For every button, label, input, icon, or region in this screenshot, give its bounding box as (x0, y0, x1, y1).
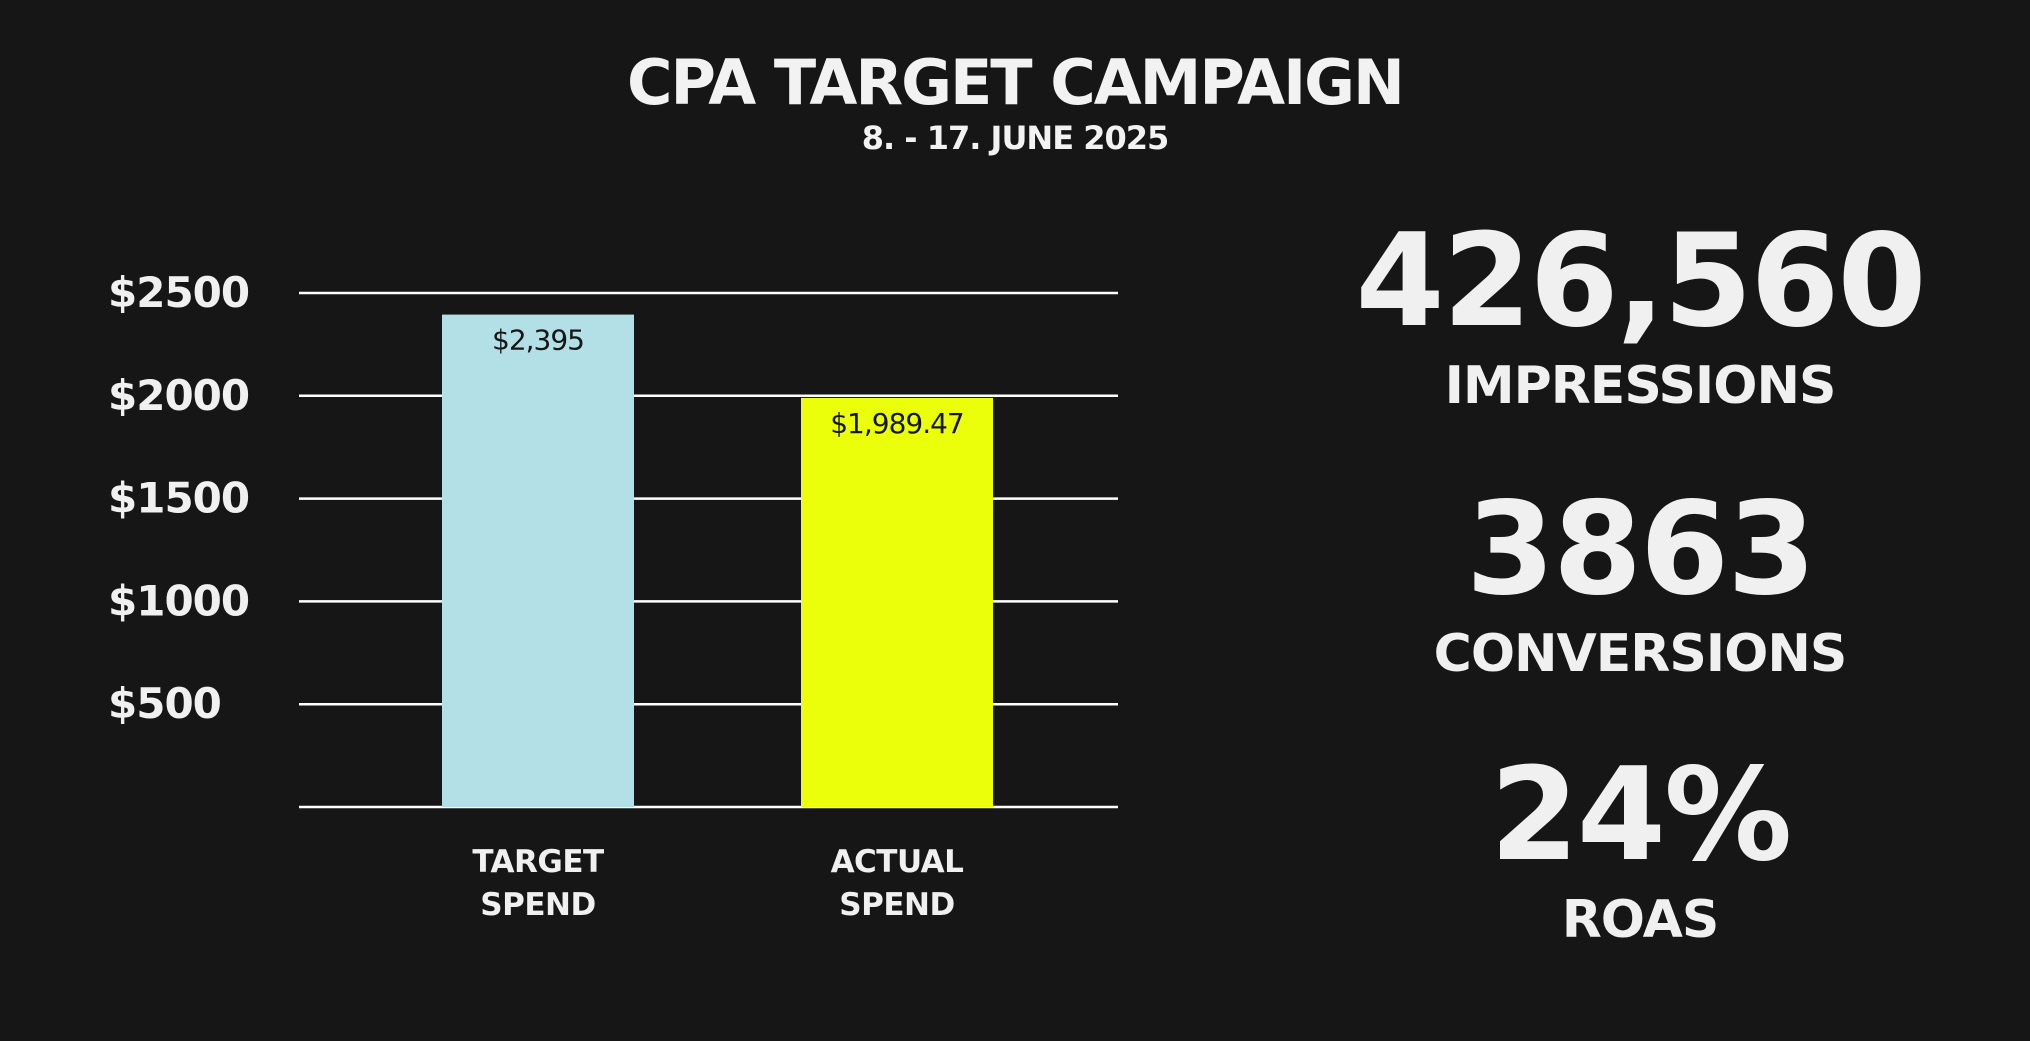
y-tick-label: $2000 (108, 371, 249, 420)
y-tick-label: $1500 (108, 474, 249, 523)
spend-bar-chart: $500 $1000 $1500 $2000 $2500 $2,395 TARGET SPEN… (108, 268, 1118, 923)
conversions-stat: 3863 CONVERSIONS (1300, 475, 1980, 684)
impressions-stat: 426,560 IMPRESSIONS (1300, 207, 1980, 416)
y-tick-label: $1000 (108, 576, 249, 625)
y-tick-label: $500 (108, 679, 221, 728)
roas-label: ROAS (1561, 890, 1720, 950)
x-category-label: TARGET (472, 844, 604, 880)
roas-value: 24% (1489, 741, 1792, 890)
impressions-value: 426,560 (1355, 207, 1927, 356)
page-title: CPA TARGET CAMPAIGN (627, 46, 1405, 119)
impressions-label: IMPRESSIONS (1444, 356, 1837, 416)
bar-1 (801, 397, 993, 807)
roas-stat: 24% ROAS (1300, 741, 1980, 950)
x-category-label: ACTUAL (831, 844, 964, 880)
date-range-subtitle: 8. - 17. JUNE 2025 (861, 119, 1170, 157)
conversions-label: CONVERSIONS (1433, 624, 1848, 684)
x-category-label: SPEND (480, 887, 595, 923)
y-tick-label: $2500 (108, 268, 249, 317)
conversions-value: 3863 (1465, 475, 1816, 624)
x-category-label: SPEND (839, 887, 954, 923)
bar-value-label: $1,989.47 (830, 407, 964, 440)
bar-0 (442, 314, 634, 807)
bar-value-label: $2,395 (492, 324, 584, 357)
